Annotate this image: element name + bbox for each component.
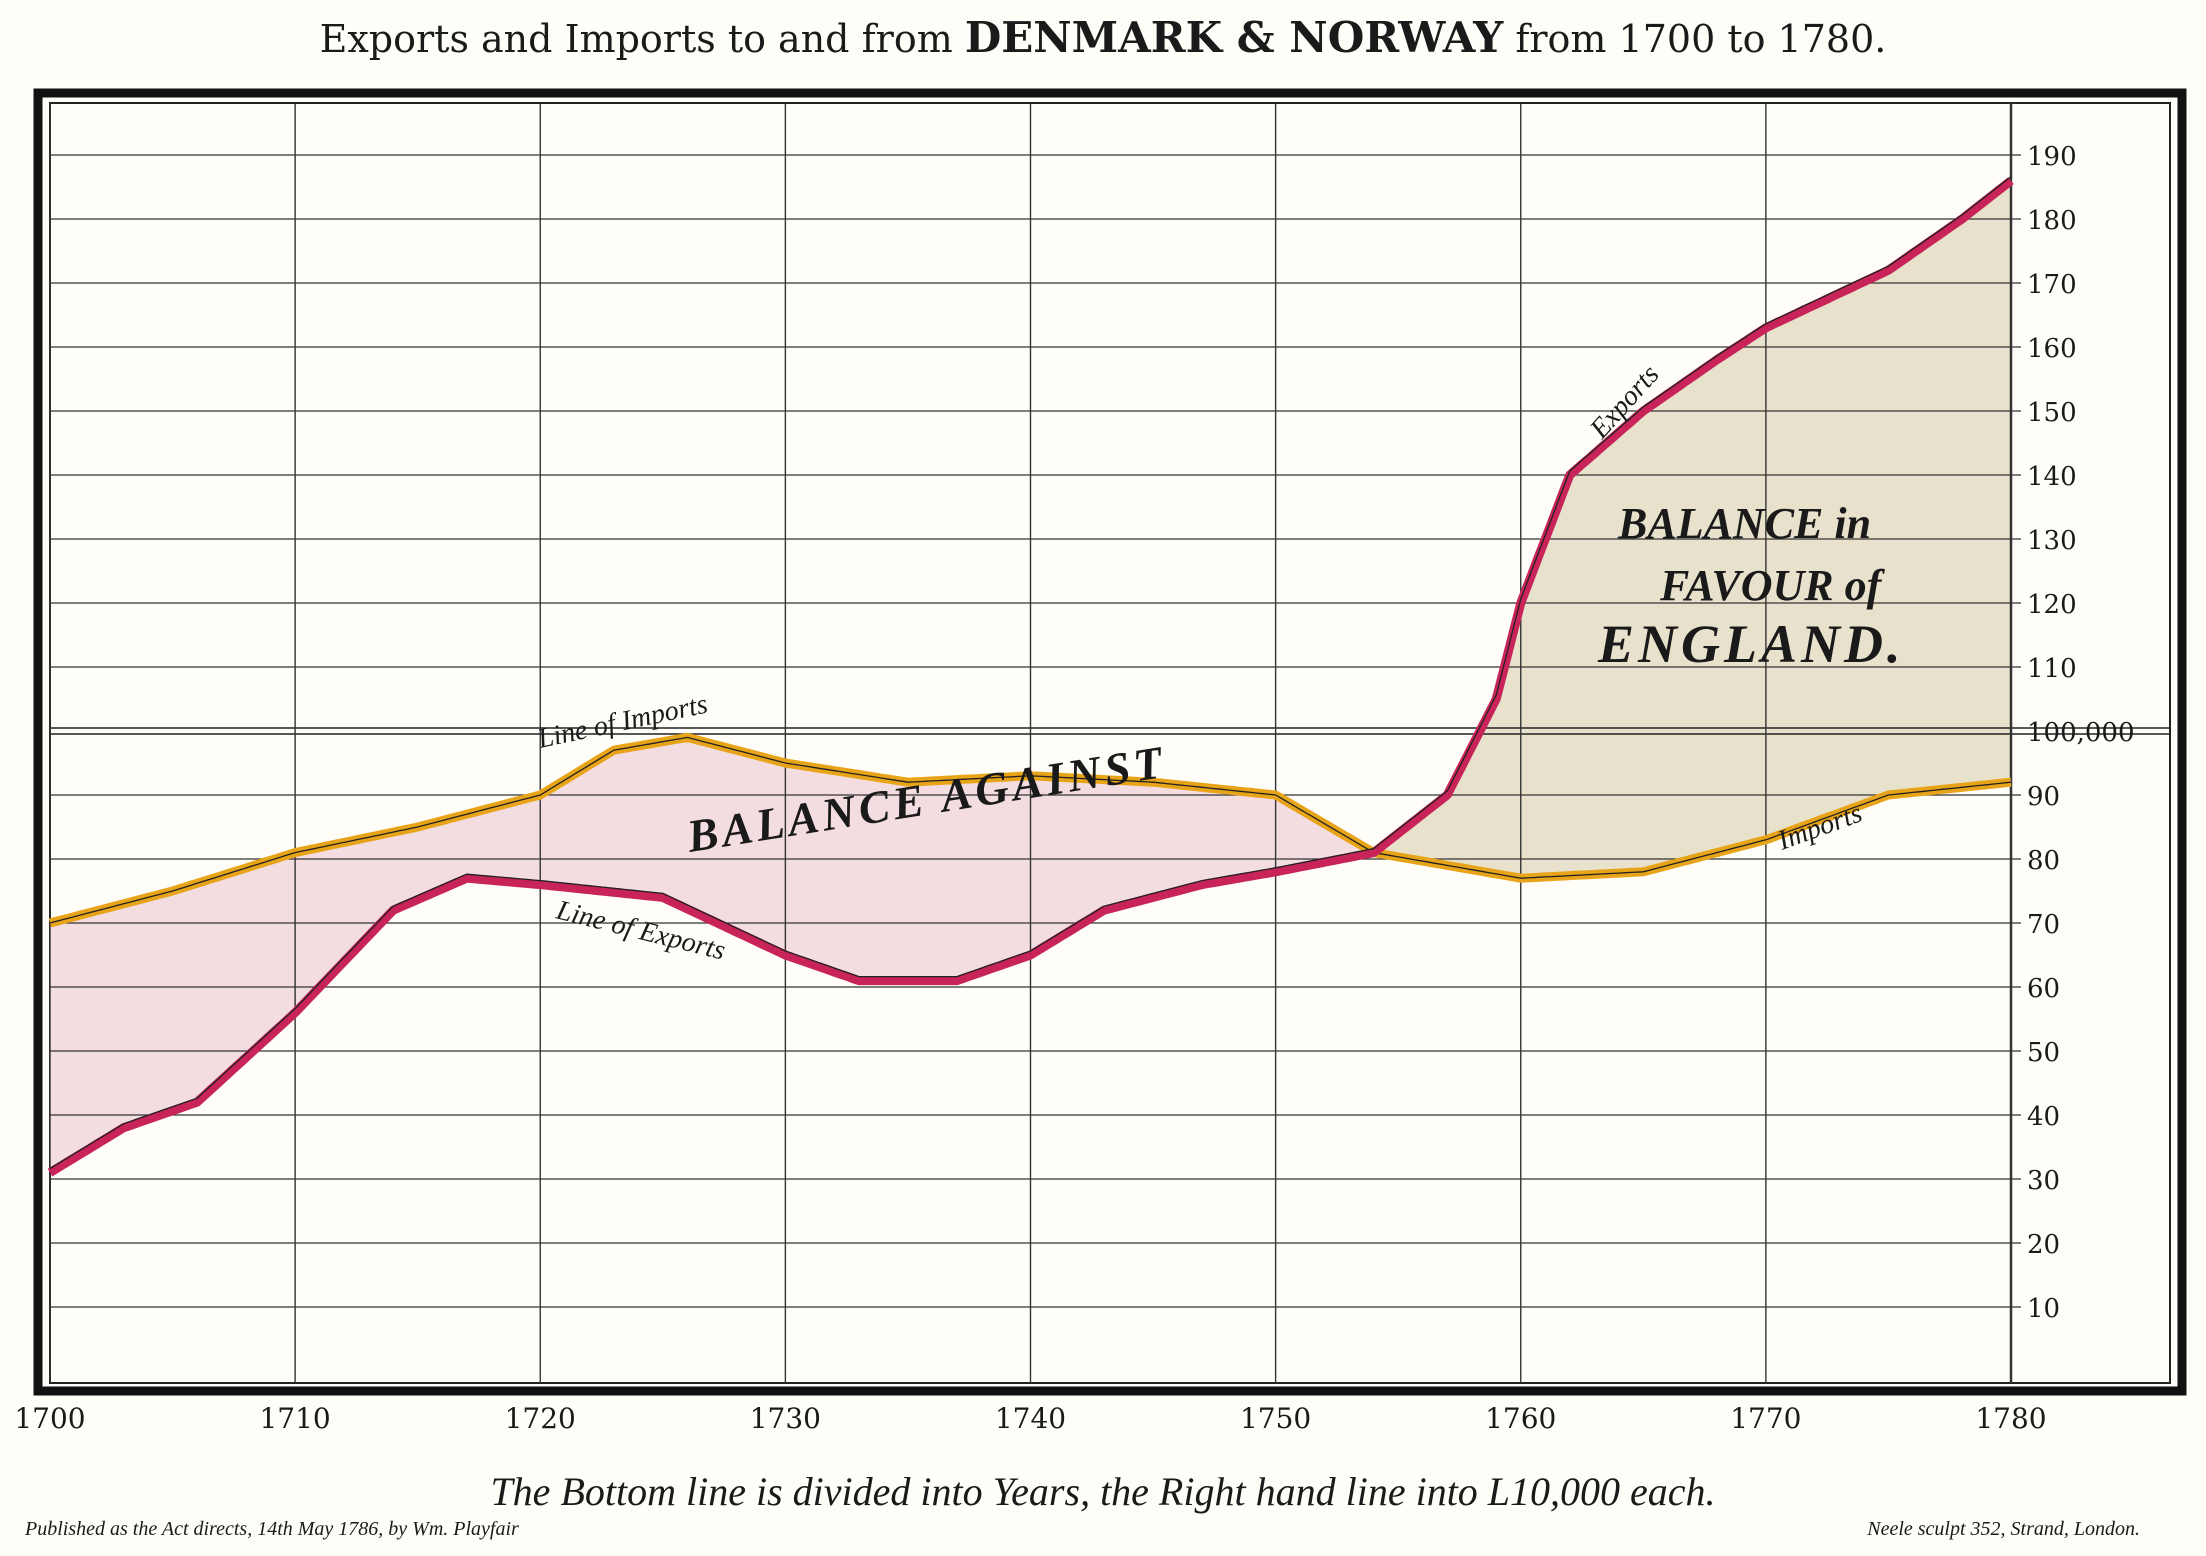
y-tick-label: 170 xyxy=(2027,270,2077,300)
y-tick-label: 70 xyxy=(2027,910,2060,940)
y-tick-label: 50 xyxy=(2027,1038,2060,1068)
y-tick-label: 130 xyxy=(2027,526,2077,556)
x-tick-label: 1740 xyxy=(995,1402,1066,1435)
imports-line-ink xyxy=(49,736,2012,924)
y-tick-label: 190 xyxy=(2027,142,2077,172)
y-tick-label: 20 xyxy=(2027,1230,2060,1260)
y-tick-label: 100,000 xyxy=(2027,718,2135,748)
y-tick-label: 60 xyxy=(2027,974,2060,1004)
x-tick-label: 1780 xyxy=(1975,1402,2046,1435)
x-tick-label: 1730 xyxy=(750,1402,821,1435)
y-tick-label: 110 xyxy=(2027,654,2077,684)
footer-published: Published as the Act directs, 14th May 1… xyxy=(24,1518,519,1540)
title-part-2: DENMARK & NORWAY xyxy=(965,13,1504,62)
y-tick-label: 90 xyxy=(2027,782,2060,812)
chart-title: Exports and Imports to and from DENMARK … xyxy=(320,13,1887,62)
title-part-3: from 1700 to 1780. xyxy=(1515,17,1886,61)
x-tick-label: 1770 xyxy=(1730,1402,1801,1435)
footer-engraver: Neele sculpt 352, Strand, London. xyxy=(1866,1518,2140,1540)
label-balance-favour-2: FAVOUR of xyxy=(1659,561,1886,610)
y-tick-label: 120 xyxy=(2027,590,2077,620)
area-balance-against xyxy=(50,737,1374,1173)
exports-line xyxy=(47,177,2014,1177)
y-tick-label: 30 xyxy=(2027,1166,2060,1196)
x-tick-label: 1720 xyxy=(505,1402,576,1435)
x-tick-label: 1760 xyxy=(1485,1402,1556,1435)
footer-caption: The Bottom line is divided into Years, t… xyxy=(490,1469,1715,1514)
exports-line-ink xyxy=(49,176,2012,1170)
label-balance-favour-3: ENGLAND. xyxy=(1597,614,1905,674)
y-tick-label: 180 xyxy=(2027,206,2077,236)
x-tick-label: 1700 xyxy=(14,1402,85,1435)
x-tick-label: 1750 xyxy=(1240,1402,1311,1435)
y-tick-label: 150 xyxy=(2027,398,2077,428)
y-tick-label: 140 xyxy=(2027,462,2077,492)
x-tick-label: 1710 xyxy=(259,1402,330,1435)
y-tick-label: 160 xyxy=(2027,334,2077,364)
y-tick-label: 40 xyxy=(2027,1102,2060,1132)
title-part-1: Exports and Imports to and from xyxy=(320,17,953,61)
y-tick-label: 10 xyxy=(2027,1294,2060,1324)
area-balance-favour xyxy=(1373,180,2011,879)
outer-frame xyxy=(33,88,2187,1396)
y-tick-label: 80 xyxy=(2027,846,2060,876)
label-balance-favour-1: BALANCE in xyxy=(1617,499,1871,548)
